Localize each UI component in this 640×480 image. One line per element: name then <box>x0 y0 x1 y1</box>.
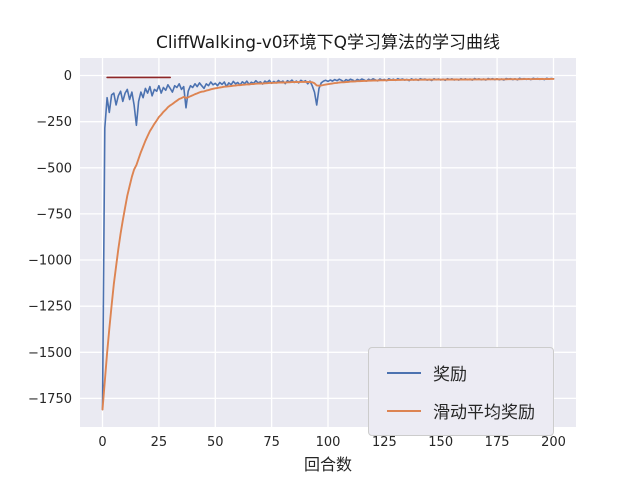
y-tick-label: 0 <box>64 69 72 84</box>
x-tick-label: 50 <box>207 435 224 450</box>
legend-label-moving-average: 滑动平均奖励 <box>433 403 535 423</box>
x-tick-label: 150 <box>428 435 453 450</box>
legend-item-moving-average: 滑动平均奖励 <box>387 398 535 423</box>
y-tick-label: −1500 <box>28 346 72 361</box>
x-tick-label: 75 <box>263 435 280 450</box>
x-axis-label: 回合数 <box>303 455 352 474</box>
legend-label-reward: 奖励 <box>433 365 467 385</box>
y-tick-label: −500 <box>36 161 72 176</box>
x-tick-label: 25 <box>151 435 168 450</box>
y-tick-label: −1750 <box>28 392 72 407</box>
legend: 奖励 滑动平均奖励 <box>368 347 554 436</box>
x-tick-label: 100 <box>316 435 341 450</box>
reward-line-swatch <box>387 371 421 374</box>
y-tick-label: −750 <box>36 207 72 222</box>
x-tick-label: 125 <box>372 435 397 450</box>
y-tick-label: −250 <box>36 115 72 130</box>
y-tick-label: −1250 <box>28 300 72 315</box>
y-tick-label: −1000 <box>28 254 72 269</box>
legend-item-reward: 奖励 <box>387 360 535 385</box>
x-tick-label: 200 <box>541 435 566 450</box>
x-tick-label: 175 <box>485 435 510 450</box>
x-tick-label: 0 <box>98 435 106 450</box>
moving-average-line <box>101 77 555 411</box>
moving-average-line-swatch <box>387 409 421 412</box>
chart-title: CliffWalking-v0环境下Q学习算法的学习曲线 <box>156 33 500 53</box>
